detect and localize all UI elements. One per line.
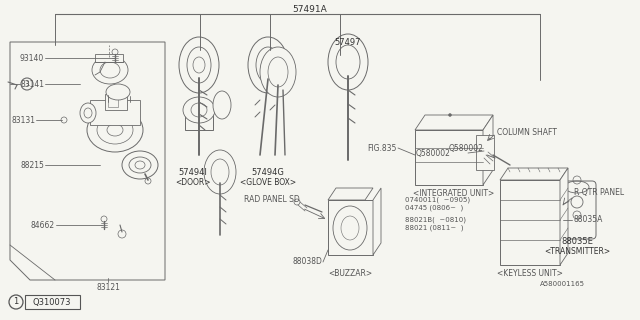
Bar (185, 108, 213, 130)
Text: 57491A: 57491A (292, 4, 328, 13)
Text: <BUZZAR>: <BUZZAR> (328, 269, 372, 278)
Text: 84662: 84662 (31, 220, 55, 229)
Ellipse shape (260, 47, 296, 97)
Ellipse shape (87, 108, 143, 152)
Text: 88035A: 88035A (574, 215, 604, 225)
Text: 88021 (0811~  ): 88021 (0811~ ) (405, 225, 463, 231)
Text: <INTEGRATED UNIT>: <INTEGRATED UNIT> (413, 189, 495, 198)
Polygon shape (373, 188, 381, 255)
Text: <GLOVE BOX>: <GLOVE BOX> (240, 178, 296, 187)
Circle shape (9, 295, 23, 309)
Bar (25, 295, 80, 309)
Text: 83131: 83131 (11, 116, 35, 124)
Circle shape (145, 178, 151, 184)
Text: Q580002: Q580002 (415, 148, 450, 157)
Text: 57494I: 57494I (179, 167, 207, 177)
Text: 83141: 83141 (20, 79, 44, 89)
Ellipse shape (183, 97, 215, 123)
Bar (90, 100, 140, 125)
Ellipse shape (213, 91, 231, 119)
Text: 57497: 57497 (335, 37, 361, 46)
Text: 88021B(  ~0810): 88021B( ~0810) (405, 217, 466, 223)
Polygon shape (483, 115, 493, 185)
Polygon shape (328, 188, 373, 200)
Ellipse shape (92, 56, 128, 84)
Text: COLUMN SHAFT: COLUMN SHAFT (497, 127, 557, 137)
Ellipse shape (179, 37, 219, 93)
Ellipse shape (204, 150, 236, 194)
Text: 88035E: 88035E (561, 237, 593, 246)
Text: Q310073: Q310073 (33, 298, 71, 307)
Text: 57494G: 57494G (252, 167, 284, 177)
Ellipse shape (122, 151, 158, 179)
Bar (415, 130, 483, 185)
Circle shape (61, 117, 67, 123)
Bar (108, 97, 118, 107)
Text: RAD PANEL SD: RAD PANEL SD (244, 196, 300, 204)
Circle shape (294, 199, 300, 205)
Text: <DOOR>: <DOOR> (175, 178, 211, 187)
Ellipse shape (106, 84, 130, 100)
Bar (105, 94, 127, 110)
Text: Q580002: Q580002 (448, 143, 483, 153)
Bar (95, 54, 123, 62)
Text: 1: 1 (25, 81, 29, 87)
Ellipse shape (248, 37, 288, 93)
Text: 1: 1 (13, 298, 19, 307)
Ellipse shape (80, 103, 96, 123)
Text: <KEYLESS UNIT>: <KEYLESS UNIT> (497, 269, 563, 278)
FancyBboxPatch shape (558, 181, 596, 239)
Text: A580001165: A580001165 (540, 281, 584, 287)
Polygon shape (560, 168, 568, 265)
Ellipse shape (328, 34, 368, 90)
Text: 93140: 93140 (20, 53, 44, 62)
Text: 88215: 88215 (20, 161, 44, 170)
Text: <TRANSMITTER>: <TRANSMITTER> (544, 247, 610, 257)
Polygon shape (500, 168, 568, 180)
Text: R QTR PANEL: R QTR PANEL (574, 188, 624, 197)
Text: 0740011(  ~0905): 0740011( ~0905) (405, 197, 470, 203)
Bar (476, 135, 494, 170)
Circle shape (449, 114, 451, 116)
Bar (500, 180, 560, 265)
Text: 88038D: 88038D (292, 258, 322, 267)
Text: 83121: 83121 (96, 284, 120, 292)
Bar (328, 200, 373, 255)
Circle shape (118, 230, 126, 238)
Polygon shape (415, 115, 493, 130)
Text: 04745 (0806~  ): 04745 (0806~ ) (405, 205, 463, 211)
Text: FIG.835: FIG.835 (367, 143, 397, 153)
